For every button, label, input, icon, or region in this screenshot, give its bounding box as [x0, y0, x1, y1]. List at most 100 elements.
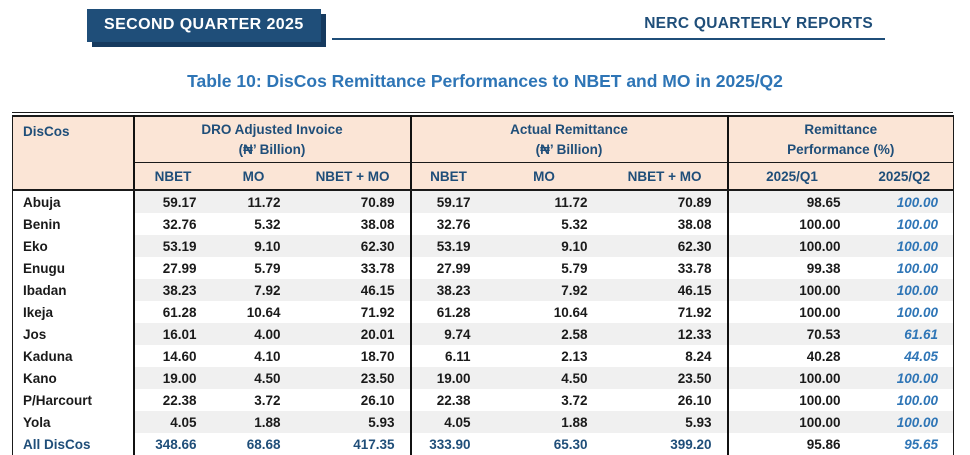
cell-dro-mo: 7.92 [211, 279, 296, 301]
column-header-actual-nbet: NBET [409, 162, 486, 191]
column-header-dro-nbet-mo: NBET + MO [295, 162, 411, 191]
cell-dro-nbet: 38.23 [132, 279, 212, 301]
cell-dro-mo: 9.10 [211, 235, 296, 257]
table-row: Benin 32.76 5.32 38.08 32.76 5.32 38.08 100.00 1… [13, 213, 954, 235]
quarter-badge: SECOND QUARTER 2025 [87, 9, 321, 42]
cell-act-mo: 2.58 [485, 323, 603, 345]
cell-dro-nbetmo: 20.01 [295, 323, 411, 345]
cell-act-mo: 7.92 [485, 279, 603, 301]
cell-q1: 95.86 [726, 433, 856, 455]
cell-dro-mo: 4.50 [211, 367, 296, 389]
table-row: Enugu 27.99 5.79 33.78 27.99 5.79 33.78 99.38 10… [13, 257, 954, 279]
cell-act-nbet: 333.90 [409, 433, 486, 455]
group-sublabel: (₦’ Billion) [535, 141, 603, 157]
cell-q2: 100.00 [855, 279, 954, 301]
disco-name: Kano [23, 370, 57, 386]
disco-name: Ibadan [23, 282, 67, 298]
cell-dro-mo: 10.64 [246, 304, 281, 320]
cell-q2: 100.00 [896, 304, 939, 320]
cell-dro-mo: 1.88 [211, 411, 296, 433]
cell-dro-nbetmo: 38.08 [360, 216, 395, 232]
cell-act-nbetmo: 399.20 [670, 436, 712, 452]
disco-name: Abuja [23, 194, 61, 210]
cell-act-mo: 4.50 [485, 367, 603, 389]
cell-q2: 100.00 [855, 367, 954, 389]
cell-dro-nbet: 348.66 [132, 433, 212, 455]
cell-act-nbet: 53.19 [409, 235, 486, 257]
disco-name: P/Harcourt [23, 392, 93, 408]
column-header-actual-nbet-mo: NBET + MO [602, 162, 728, 191]
cell-act-nbet: 61.28 [409, 301, 486, 323]
table-row-total: All DisCos 348.66 68.68 417.35 333.90 65.30 39… [13, 433, 954, 455]
cell-q2: 44.05 [904, 348, 939, 364]
cell-act-nbetmo: 46.15 [602, 279, 728, 301]
table-row: Abuja 59.17 11.72 70.89 59.17 11.72 70.89 98.65… [13, 190, 954, 213]
cell-act-nbet: 32.76 [409, 213, 486, 235]
cell-act-mo: 11.72 [485, 190, 603, 213]
cell-dro-nbetmo: 62.30 [295, 235, 411, 257]
cell-dro-nbetmo: 33.78 [360, 260, 395, 276]
group-label: DRO Adjusted Invoice [201, 121, 343, 137]
cell-q1: 100.00 [726, 389, 856, 411]
table-body: Abuja 59.17 11.72 70.89 59.17 11.72 70.89 98.65… [13, 190, 954, 455]
cell-dro-nbet: 32.76 [132, 213, 212, 235]
cell-q2: 100.00 [896, 216, 939, 232]
remittance-table: DisCos DRO Adjusted Invoice (₦’ Billion)… [12, 115, 955, 455]
cell-dro-nbet: 14.60 [132, 345, 212, 367]
cell-q2: 100.00 [855, 190, 954, 213]
cell-dro-nbetmo: 23.50 [295, 367, 411, 389]
cell-act-nbet: 6.11 [409, 345, 486, 367]
cell-dro-nbet: 59.17 [132, 190, 212, 213]
cell-act-nbetmo: 33.78 [677, 260, 712, 276]
cell-act-nbet: 38.23 [409, 279, 486, 301]
report-header: NERC QUARTERLY REPORTS [644, 15, 873, 32]
group-header-dro-adjusted-invoice: DRO Adjusted Invoice (₦’ Billion) [132, 116, 411, 163]
table-row: Kano 19.00 4.50 23.50 19.00 4.50 23.50 100.00 10… [13, 367, 954, 389]
table-row: P/Harcourt 22.38 3.72 26.10 22.38 3.72 26.10 10… [13, 389, 954, 411]
cell-q2: 100.00 [896, 260, 939, 276]
group-header-actual-remittance: Actual Remittance (₦’ Billion) [409, 116, 728, 163]
cell-dro-nbet: 61.28 [132, 301, 212, 323]
disco-name: Yola [23, 414, 51, 430]
cell-dro-nbet: 19.00 [132, 367, 212, 389]
cell-dro-nbet: 53.19 [132, 235, 212, 257]
cell-act-nbetmo: 8.24 [685, 348, 712, 364]
cell-act-nbet: 59.17 [409, 190, 486, 213]
cell-q1: 100.00 [726, 367, 856, 389]
cell-dro-nbetmo: 26.10 [360, 392, 395, 408]
disco-name: All DisCos [23, 436, 91, 452]
cell-act-nbetmo: 71.92 [677, 304, 712, 320]
group-label: Actual Remittance [510, 121, 628, 137]
page-title: Table 10: DisCos Remittance Performances… [187, 71, 783, 91]
cell-act-nbet: 9.74 [409, 323, 486, 345]
cell-act-mo: 1.88 [485, 411, 603, 433]
cell-act-mo: 9.10 [485, 235, 603, 257]
group-sublabel: Performance (%) [787, 141, 895, 157]
cell-dro-mo: 4.00 [211, 323, 296, 345]
cell-q1: 100.00 [726, 235, 856, 257]
cell-q1: 100.00 [726, 301, 856, 323]
table-row: Kaduna 14.60 4.10 18.70 6.11 2.13 8.24 40.28 44.… [13, 345, 954, 367]
header-divider [332, 38, 885, 40]
column-header-discos: DisCos [12, 116, 134, 191]
column-header-dro-nbet: NBET [132, 162, 212, 191]
column-header-actual-mo: MO [485, 162, 603, 191]
cell-act-nbet: 19.00 [409, 367, 486, 389]
cell-dro-nbetmo: 18.70 [360, 348, 395, 364]
cell-dro-nbetmo: 46.15 [295, 279, 411, 301]
table-row: Ikeja 61.28 10.64 71.92 61.28 10.64 71.92 100.0… [13, 301, 954, 323]
cell-dro-nbetmo: 417.35 [353, 436, 395, 452]
table-row: Jos 16.01 4.00 20.01 9.74 2.58 12.33 70.53 61.61 [13, 323, 954, 345]
cell-dro-nbetmo: 5.93 [295, 411, 411, 433]
cell-dro-mo: 11.72 [211, 190, 296, 213]
cell-act-mo: 2.13 [561, 348, 588, 364]
cell-dro-nbet: 22.38 [132, 389, 212, 411]
cell-act-mo: 3.72 [561, 392, 588, 408]
cell-q1: 100.00 [726, 411, 856, 433]
cell-dro-mo: 5.32 [254, 216, 281, 232]
cell-dro-nbet: 4.05 [132, 411, 212, 433]
column-header-2025-q1: 2025/Q1 [726, 162, 856, 191]
cell-act-nbetmo: 5.93 [602, 411, 728, 433]
remittance-table-container: DisCos DRO Adjusted Invoice (₦’ Billion)… [12, 112, 955, 455]
